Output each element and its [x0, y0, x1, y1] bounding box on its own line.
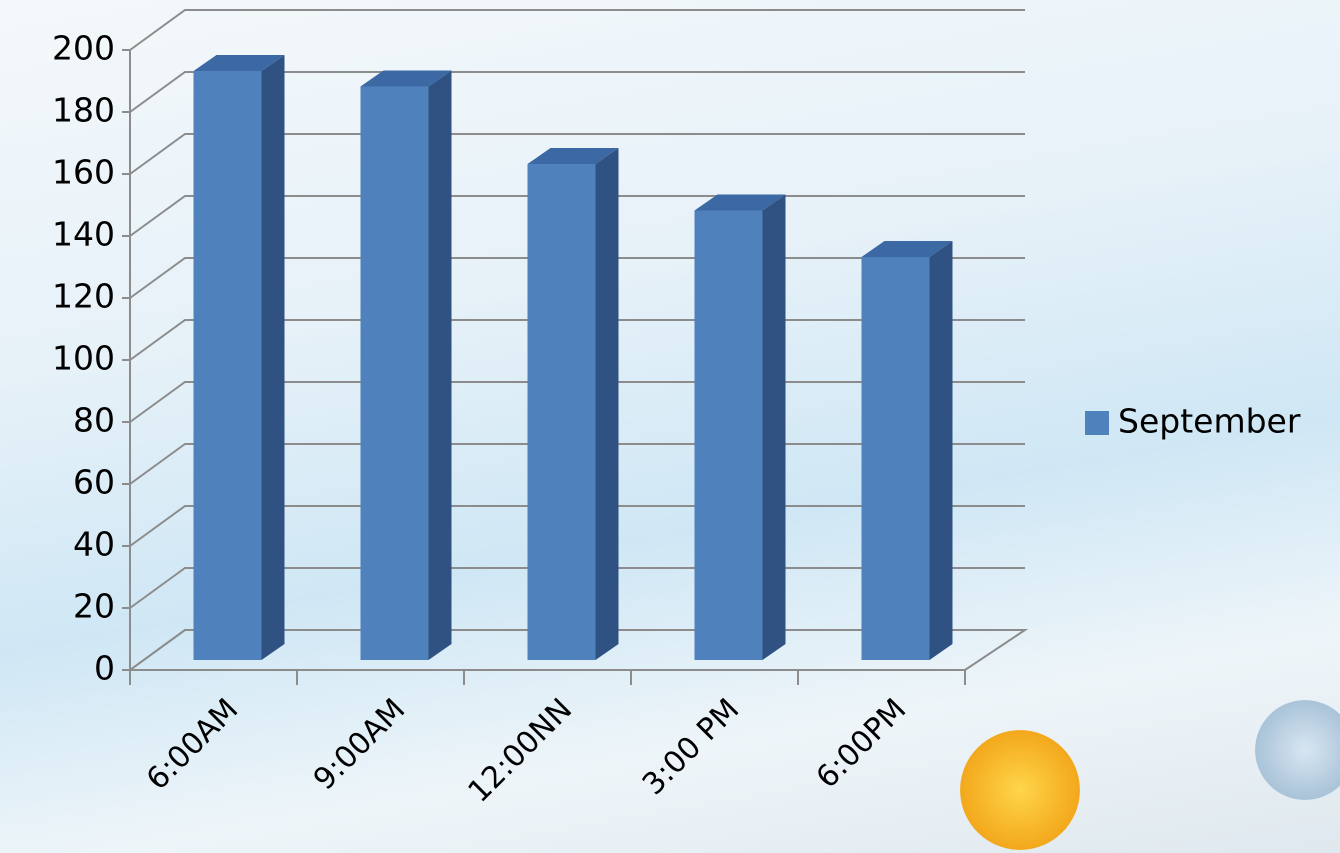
x-tick-label: 12:00NN: [462, 692, 580, 810]
x-tick-label: 3:00 PM: [636, 692, 746, 802]
bar: [193, 71, 262, 660]
y-tick-label: 60: [73, 463, 115, 502]
y-tick-label: 20: [73, 587, 115, 626]
sun-decoration: [960, 730, 1080, 850]
y-tick-label: 160: [52, 153, 115, 192]
y-tick-label: 200: [52, 29, 115, 68]
grid-line: [129, 133, 1025, 175]
bar-side: [428, 70, 452, 660]
x-tick-label: 6:00PM: [810, 692, 913, 795]
y-tick-label: 80: [73, 401, 115, 440]
y-tick-label: 140: [52, 215, 115, 254]
bar: [861, 257, 930, 660]
snow-decoration: [1255, 700, 1340, 800]
x-tick-label: 6:00AM: [140, 692, 245, 797]
bar-top: [861, 241, 953, 257]
bar-side: [762, 194, 786, 660]
y-tick-label: 100: [52, 339, 115, 378]
grid-line: [129, 9, 1025, 51]
bar: [360, 86, 429, 660]
grid-line: [129, 71, 1025, 113]
y-tick-label: 0: [94, 649, 115, 688]
bar: [694, 210, 763, 660]
bar-top: [527, 148, 619, 164]
legend-label: September: [1118, 402, 1301, 441]
y-tick-label: 40: [73, 525, 115, 564]
bar-side: [261, 55, 285, 660]
bar-side: [595, 148, 619, 660]
bar-top: [694, 194, 786, 211]
x-tick-label: 9:00AM: [307, 692, 412, 797]
bar-top: [193, 55, 285, 71]
bar-top: [360, 70, 452, 87]
legend-swatch: [1085, 411, 1109, 435]
bar-side: [929, 241, 953, 660]
bar: [527, 164, 596, 660]
y-tick-label: 120: [52, 277, 115, 316]
y-tick-label: 180: [52, 91, 115, 130]
